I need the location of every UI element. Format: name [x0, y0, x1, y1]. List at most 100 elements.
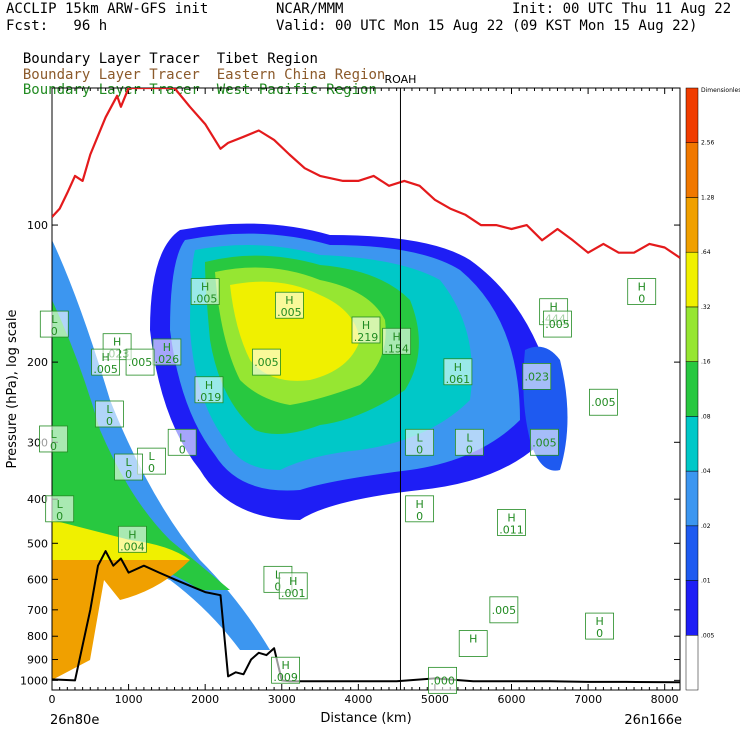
- label-value: .023: [525, 370, 550, 383]
- colorbar-segment: [685, 416, 699, 472]
- label-value: .005: [492, 604, 517, 617]
- label-value: .005: [93, 363, 118, 376]
- y-tick-label: 200: [27, 356, 48, 369]
- label-value: .005: [254, 356, 279, 369]
- colorbar-segment: [685, 251, 699, 308]
- axis-ticks: 0 1000 2000 3000 4000 5000 6000 7000 80001002003…: [20, 88, 680, 706]
- colorbar-label: 2.56: [701, 140, 715, 147]
- colorbar-label: .04: [701, 468, 711, 475]
- label-value: .005: [277, 306, 302, 319]
- label-kind: L: [57, 498, 64, 511]
- colorbar-title: Dimensionless: [701, 87, 740, 94]
- y-axis-label: Pressure (hPa), log scale: [5, 310, 20, 469]
- label-value: 0: [466, 443, 473, 456]
- forecast-hour: Fcst: 96 h: [6, 18, 108, 34]
- label-box: [443, 358, 473, 386]
- x-tick-label: 6000: [498, 693, 526, 706]
- x-tick-label: 1000: [115, 693, 143, 706]
- label-kind: H: [113, 336, 121, 349]
- extremum-label: L0: [39, 425, 68, 453]
- x-tick-label: 3000: [268, 693, 296, 706]
- extremum-label: H.219: [351, 316, 381, 344]
- legend-eastern-china: Boundary Layer Tracer Eastern China Regi…: [6, 51, 385, 83]
- source-label: NCAR/MMM: [276, 1, 344, 17]
- label-value: .005: [532, 436, 557, 449]
- label-box: [543, 310, 572, 338]
- extremum-label: .005: [589, 388, 618, 416]
- label-kind: H: [392, 330, 400, 343]
- label-value: .219: [354, 331, 379, 344]
- init-time: Init: 00 UTC Thu 11 Aug 22: [512, 1, 732, 17]
- label-kind: H: [289, 575, 297, 588]
- label-value: .011: [499, 523, 524, 536]
- extremum-label: .000: [428, 666, 457, 694]
- colorbar-label: 1.28: [701, 194, 715, 201]
- label-value: 0: [274, 580, 281, 593]
- label-value: 0: [638, 293, 645, 306]
- y-tick-label: 800: [27, 630, 48, 643]
- label-box: [194, 376, 224, 404]
- label-box: [522, 363, 552, 390]
- label-box: [167, 428, 197, 456]
- label-value: 0: [148, 462, 155, 475]
- label-kind: L: [179, 431, 186, 444]
- extremum-label: L0: [39, 310, 69, 338]
- label-box: [489, 596, 519, 624]
- label-value: .005: [128, 356, 153, 369]
- x-tick-label: 7000: [574, 693, 602, 706]
- label-value: 0: [125, 468, 132, 481]
- colorbar-label: .005: [701, 632, 715, 639]
- extremum-label: L0: [95, 400, 124, 428]
- label-value: 0: [51, 325, 58, 338]
- label-box: [405, 495, 435, 523]
- extremum-label: H0: [405, 495, 435, 523]
- y-tick-label: 1000: [20, 674, 48, 687]
- label-value: .026: [155, 353, 180, 366]
- model-title: ACCLIP 15km ARW-GFS init: [6, 1, 209, 17]
- label-value: 0: [56, 510, 63, 523]
- label-box: [252, 348, 281, 376]
- extremum-label: L0: [167, 428, 197, 456]
- label-kind: L: [148, 450, 155, 463]
- extremum-label: .005: [530, 428, 559, 456]
- label-kind: H: [201, 281, 209, 294]
- tropopause-line: [52, 88, 680, 259]
- label-kind: H: [101, 351, 109, 364]
- colorbar-label: .32: [701, 304, 711, 311]
- extremum-label: H.004: [118, 525, 147, 553]
- label-box: [271, 656, 300, 684]
- colorbar-label: .16: [701, 359, 711, 366]
- label-kind: H: [285, 294, 293, 307]
- y-tick-label: 500: [27, 537, 48, 550]
- label-kind: H: [507, 511, 515, 524]
- label-value: .009: [273, 671, 298, 684]
- extremum-label: H.005: [275, 291, 304, 319]
- colorbar-label: .64: [701, 249, 711, 256]
- label-box: [91, 348, 121, 376]
- label-value: .001: [281, 587, 306, 600]
- label-value: .061: [446, 373, 471, 386]
- label-kind: H: [549, 301, 557, 314]
- extremum-label: L0: [405, 428, 435, 456]
- legend-region: West Pacific Region: [216, 82, 377, 98]
- label-value: .005: [591, 396, 616, 409]
- extremum-label: L0: [45, 495, 75, 523]
- colorbar-segment: [685, 470, 699, 527]
- legend-west-pacific: Boundary Layer Tracer West Pacific Regio…: [6, 66, 377, 98]
- y-tick-label: 900: [27, 654, 48, 667]
- colorbar-label: .01: [701, 578, 711, 585]
- label-kind: L: [417, 431, 424, 444]
- label-kind: H: [469, 633, 477, 646]
- x-tick-label: 8000: [651, 693, 679, 706]
- extremum-label: H.011: [497, 509, 526, 536]
- label-kind: L: [275, 568, 282, 581]
- label-kind: H: [362, 319, 370, 332]
- extremum-label: H.005: [91, 348, 121, 376]
- extremum-label: .005: [489, 596, 519, 624]
- colorbar-segment: [685, 306, 699, 362]
- colorbar-segment: [685, 580, 699, 636]
- label-kind: H: [454, 361, 462, 374]
- label-box: [589, 388, 618, 416]
- left-endpoint: 26n80e: [50, 713, 99, 728]
